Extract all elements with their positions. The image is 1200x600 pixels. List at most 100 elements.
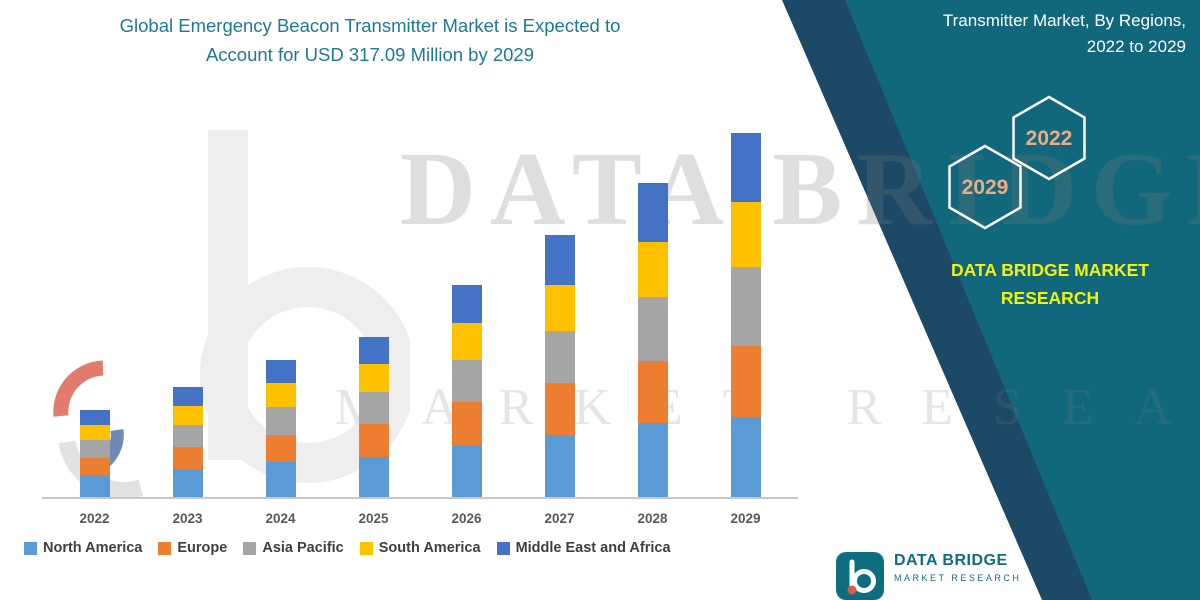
x-axis-label: 2027 bbox=[544, 511, 575, 526]
bar-segment bbox=[637, 423, 668, 498]
bar-segment bbox=[265, 359, 296, 383]
bar-segment bbox=[544, 284, 575, 331]
legend-label: Asia Pacific bbox=[262, 540, 344, 556]
logo-bowl-shape bbox=[200, 267, 410, 483]
logo-red-arc bbox=[53, 360, 104, 417]
legend-label: South America bbox=[378, 540, 481, 556]
logo-icon-red-dot bbox=[847, 585, 857, 595]
legend-label: North America bbox=[43, 540, 143, 556]
chart-title-line1: Global Emergency Beacon Transmitter Mark… bbox=[119, 15, 621, 36]
bar-group-2028: 2028 bbox=[606, 106, 699, 526]
footer-logo: DATA BRIDGE MARKET RESEARCH bbox=[836, 552, 1021, 600]
bar-segment bbox=[172, 447, 203, 470]
x-axis-label: 2024 bbox=[265, 511, 296, 526]
bar-segment bbox=[544, 330, 575, 383]
x-axis-line bbox=[42, 497, 798, 499]
bar-segment bbox=[637, 242, 668, 298]
bar-segment bbox=[637, 360, 668, 424]
logo-icon-bowl bbox=[852, 569, 876, 593]
bar-segment bbox=[730, 345, 761, 418]
bar-segment bbox=[544, 235, 575, 285]
bar-stack bbox=[79, 410, 110, 498]
footer-logo-text: DATA BRIDGE MARKET RESEARCH bbox=[894, 552, 1021, 600]
databridge-logo-icon bbox=[836, 552, 884, 600]
bar-segment bbox=[79, 440, 110, 458]
x-axis-label: 2023 bbox=[172, 511, 203, 526]
bar-segment bbox=[637, 183, 668, 243]
bar-group-2027: 2027 bbox=[513, 106, 606, 526]
bar-group-2029: 2029 bbox=[699, 106, 792, 526]
watermark-databridge: DATA BRIDGE bbox=[400, 130, 1200, 247]
legend-item: Europe bbox=[158, 540, 227, 556]
x-axis-label: 2025 bbox=[358, 511, 389, 526]
legend-swatch bbox=[24, 541, 37, 555]
chart-title: Global Emergency Beacon Transmitter Mark… bbox=[20, 12, 720, 69]
bar-stack bbox=[730, 132, 761, 498]
bar-segment bbox=[358, 336, 389, 365]
bar-segment bbox=[265, 406, 296, 435]
side-panel-brand-text: DATA BRIDGE MARKET RESEARCH bbox=[920, 256, 1180, 312]
hexagon-2022-label: 2022 bbox=[1026, 127, 1073, 150]
legend-swatch bbox=[496, 541, 510, 555]
bar-segment bbox=[451, 402, 482, 445]
chart-title-line2: Account for USD 317.09 Million by 2029 bbox=[205, 43, 535, 65]
bar-group-2023: 2023 bbox=[141, 106, 234, 526]
databridge-logo-watermark bbox=[200, 130, 410, 483]
legend-label: Europe bbox=[177, 540, 228, 556]
bar-group-2024: 2024 bbox=[234, 106, 327, 526]
bar-group-2026: 2026 bbox=[420, 106, 513, 526]
bar-segment bbox=[358, 424, 389, 457]
hexagon-2022 bbox=[1012, 95, 1086, 181]
footer-brand-name: DATA BRIDGE bbox=[894, 552, 1008, 569]
bar-segment bbox=[730, 201, 761, 268]
bar-stack bbox=[544, 235, 575, 498]
bar-segment bbox=[730, 132, 761, 202]
hexagon-2029 bbox=[948, 144, 1022, 230]
bar-segment bbox=[172, 405, 203, 426]
brand-text-line2: RESEARCH bbox=[1000, 288, 1100, 308]
legend-swatch bbox=[243, 541, 257, 555]
bar-segment bbox=[79, 410, 110, 426]
bar-segment bbox=[451, 445, 482, 498]
chart-legend: North America Europe Asia Pacific South Ame… bbox=[24, 540, 671, 556]
logo-icon-background bbox=[836, 552, 884, 600]
bar-stack bbox=[637, 183, 668, 498]
legend-item: South America bbox=[359, 540, 481, 556]
legend-item: Middle East and Africa bbox=[496, 540, 671, 556]
legend-swatch bbox=[158, 541, 172, 555]
legend-item: North America bbox=[24, 540, 142, 556]
bar-segment bbox=[172, 469, 203, 498]
bar-group-2025: 2025 bbox=[327, 106, 420, 526]
bar-segment bbox=[358, 364, 389, 392]
bar-segment bbox=[79, 425, 110, 441]
bar-segment bbox=[358, 456, 389, 498]
x-axis-label: 2022 bbox=[79, 511, 110, 526]
bar-segment bbox=[730, 267, 761, 346]
side-heading-line1: Transmitter Market, By Regions, bbox=[942, 11, 1186, 30]
hexagon-2029-label: 2029 bbox=[962, 176, 1009, 199]
legend-label: Middle East and Africa bbox=[515, 540, 671, 556]
footer-sub-brand: MARKET RESEARCH bbox=[894, 573, 1022, 583]
x-axis-label: 2028 bbox=[637, 511, 668, 526]
stacked-bar-chart: 2022 2023 2024 2025 2026 2027 2028 2029 bbox=[48, 106, 792, 526]
bar-segment bbox=[265, 434, 296, 463]
bar-segment bbox=[172, 425, 203, 448]
brand-text-line1: DATA BRIDGE MARKET bbox=[951, 260, 1149, 280]
bar-segment bbox=[637, 297, 668, 361]
bar-segment bbox=[79, 457, 110, 475]
bar-segment bbox=[730, 417, 761, 498]
bar-segment bbox=[544, 382, 575, 435]
bar-stack bbox=[451, 284, 482, 498]
bar-segment bbox=[172, 387, 203, 406]
bar-segment bbox=[451, 359, 482, 403]
bar-stack bbox=[172, 387, 203, 498]
side-heading-line2: 2022 to 2029 bbox=[1086, 36, 1186, 56]
bar-stack bbox=[265, 359, 296, 498]
bar-group-2022: 2022 bbox=[48, 106, 141, 526]
x-axis-label: 2029 bbox=[730, 511, 761, 526]
hexagon-year-badges: 2029 2022 bbox=[948, 95, 1086, 230]
bar-stack bbox=[358, 336, 389, 498]
legend-item: Asia Pacific bbox=[243, 540, 344, 556]
bar-segment bbox=[265, 382, 296, 407]
